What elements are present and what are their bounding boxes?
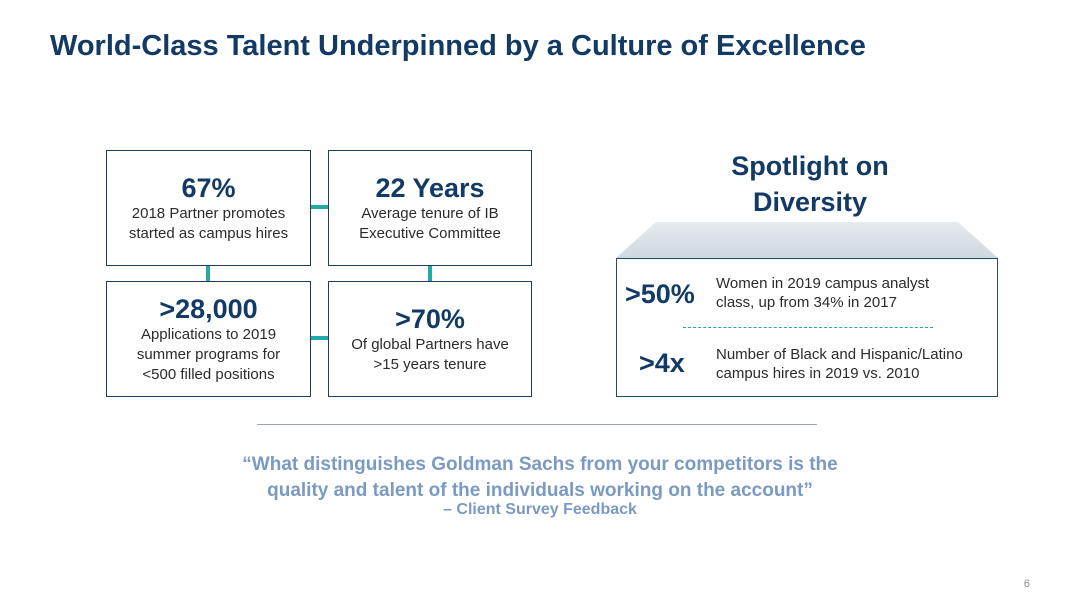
stat-desc-line: Average tenure of IB: [361, 205, 499, 222]
connector-line: [311, 205, 328, 209]
stat-desc-line: >15 years tenure: [373, 356, 487, 373]
spotlight-box: >50% Women in 2019 campus analyst class,…: [616, 258, 998, 397]
spotlight-title: Spotlight on Diversity: [700, 148, 920, 220]
spotlight-stat-desc: Number of Black and Hispanic/Latino camp…: [716, 345, 991, 383]
stat-value: 67%: [181, 173, 236, 203]
quote-source: – Client Survey Feedback: [443, 501, 637, 518]
stat-box-tenure: 22 Years Average tenure of IB Executive …: [328, 150, 532, 266]
stat-desc-line: 2018 Partner promotes: [131, 205, 286, 222]
stat-desc-line: Applications to 2019: [140, 326, 277, 343]
stat-value: >28,000: [159, 294, 258, 324]
stat-value: 22 Years: [375, 173, 485, 203]
spotlight-desc-line: campus hires in 2019 vs. 2010: [716, 365, 920, 382]
spotlight-title-line: Spotlight on: [731, 151, 889, 181]
stat-desc-line: Executive Committee: [359, 225, 501, 242]
spotlight-desc-line: class, up from 34% in 2017: [716, 294, 897, 311]
stat-box-applications: >28,000 Applications to 2019 summer prog…: [106, 281, 311, 397]
spotlight-banner: [616, 222, 998, 258]
connector-line: [428, 266, 432, 281]
quote-line: quality and talent of the individuals wo…: [267, 480, 813, 501]
stat-desc-line: <500 filled positions: [142, 366, 275, 383]
spotlight-stat-value: >4x: [639, 348, 685, 378]
connector-line: [206, 266, 210, 281]
spotlight-desc-line: Number of Black and Hispanic/Latino: [716, 346, 963, 363]
spotlight-title-line: Diversity: [752, 187, 868, 217]
page-number: 6: [1023, 578, 1030, 590]
stat-box-global-partners: >70% Of global Partners have >15 years t…: [328, 281, 532, 397]
spotlight-stat-value: >50%: [625, 279, 695, 309]
page-title: World-Class Talent Underpinned by a Cult…: [50, 30, 866, 62]
connector-line: [311, 336, 328, 340]
quote-line: “What distinguishes Goldman Sachs from y…: [242, 454, 838, 475]
stat-desc-line: Of global Partners have: [351, 336, 509, 353]
stat-desc-line: summer programs for: [136, 346, 281, 363]
stat-value: >70%: [395, 304, 465, 334]
client-quote: “What distinguishes Goldman Sachs from y…: [140, 452, 940, 504]
spotlight-desc-line: Women in 2019 campus analyst: [716, 275, 930, 292]
divider-line: [257, 424, 817, 425]
stat-box-partner-promotes: 67% 2018 Partner promotes started as cam…: [106, 150, 311, 266]
spotlight-stat-desc: Women in 2019 campus analyst class, up f…: [716, 274, 986, 312]
dashed-divider: [683, 327, 933, 328]
stat-desc-line: started as campus hires: [128, 225, 289, 242]
